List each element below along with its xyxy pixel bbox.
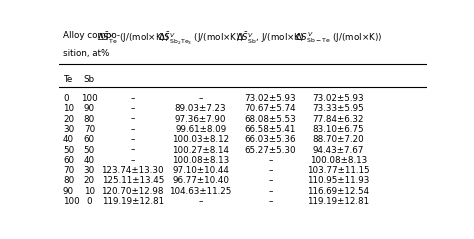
Text: 125.11±13.45: 125.11±13.45 [101,176,164,185]
Text: 100: 100 [81,94,98,103]
Text: –: – [268,166,273,175]
Text: 90: 90 [84,104,95,113]
Text: 104.63±11.25: 104.63±11.25 [170,187,232,196]
Text: –: – [130,125,135,134]
Text: –: – [268,176,273,185]
Text: $\Delta\bar{S}^{V}_{\mathrm{Te}}$ (J/(mol$\times$K)): $\Delta\bar{S}^{V}_{\mathrm{Te}}$ (J/(mo… [97,31,169,46]
Text: 123.74±13.30: 123.74±13.30 [101,166,164,175]
Text: 119.19±12.81: 119.19±12.81 [307,197,370,206]
Text: 60: 60 [63,156,74,165]
Text: 89.03±7.23: 89.03±7.23 [175,104,227,113]
Text: 30: 30 [63,125,74,134]
Text: 119.19±12.81: 119.19±12.81 [101,197,164,206]
Text: 73.02±5.93: 73.02±5.93 [245,94,296,103]
Text: 50: 50 [84,146,95,155]
Text: 100.27±8.14: 100.27±8.14 [172,146,229,155]
Text: –: – [268,187,273,196]
Text: 99.61±8.09: 99.61±8.09 [175,125,226,134]
Text: 70.67±5.74: 70.67±5.74 [245,104,296,113]
Text: 40: 40 [63,135,74,144]
Text: 100.03±8.12: 100.03±8.12 [172,135,229,144]
Text: Te: Te [63,75,72,84]
Text: 10: 10 [84,187,95,196]
Text: 80: 80 [84,115,95,124]
Text: 94.43±7.67: 94.43±7.67 [313,146,364,155]
Text: 0: 0 [87,197,92,206]
Text: 100.08±8.13: 100.08±8.13 [310,156,367,165]
Text: 120.70±12.98: 120.70±12.98 [101,187,164,196]
Text: 110.95±11.93: 110.95±11.93 [307,176,370,185]
Text: 77.84±6.32: 77.84±6.32 [313,115,364,124]
Text: 90: 90 [63,187,74,196]
Text: 100.08±8.13: 100.08±8.13 [172,156,229,165]
Text: 20: 20 [84,176,95,185]
Text: 83.10±6.75: 83.10±6.75 [313,125,364,134]
Text: –: – [130,156,135,165]
Text: 65.27±5.30: 65.27±5.30 [245,146,296,155]
Text: –: – [130,135,135,144]
Text: 0: 0 [63,94,69,103]
Text: $\Delta S^{V}_{\mathrm{Sb-Te}}$ (J/(mol$\times$K)): $\Delta S^{V}_{\mathrm{Sb-Te}}$ (J/(mol$… [295,31,382,45]
Text: 80: 80 [63,176,74,185]
Text: 96.77±10.40: 96.77±10.40 [172,176,229,185]
Text: 100: 100 [63,197,80,206]
Text: 103.77±11.15: 103.77±11.15 [307,166,370,175]
Text: Sb: Sb [84,75,95,84]
Text: 30: 30 [84,166,95,175]
Text: 97.10±10.44: 97.10±10.44 [172,166,229,175]
Text: 68.08±5.53: 68.08±5.53 [245,115,296,124]
Text: –: – [199,197,203,206]
Text: 116.69±12.54: 116.69±12.54 [307,187,370,196]
Text: –: – [130,115,135,124]
Text: 73.33±5.95: 73.33±5.95 [312,104,365,113]
Text: 20: 20 [63,115,74,124]
Text: –: – [199,94,203,103]
Text: $\Delta\bar{S}^{V}_{\mathrm{Sb_2Te_3}}$ (J/(mol$\times$K)): $\Delta\bar{S}^{V}_{\mathrm{Sb_2Te_3}}$ … [158,31,244,47]
Text: Alloy compo-: Alloy compo- [63,31,120,39]
Text: –: – [268,197,273,206]
Text: 60: 60 [84,135,95,144]
Text: –: – [130,146,135,155]
Text: 88.70±7.20: 88.70±7.20 [312,135,365,144]
Text: –: – [130,94,135,103]
Text: –: – [130,104,135,113]
Text: 97.36±7.90: 97.36±7.90 [175,115,227,124]
Text: 70: 70 [84,125,95,134]
Text: 50: 50 [63,146,74,155]
Text: $\Delta\bar{S}^{V}_{\mathrm{Sb}}$, J/(mol$\times$K): $\Delta\bar{S}^{V}_{\mathrm{Sb}}$, J/(mo… [237,31,305,46]
Text: 66.03±5.36: 66.03±5.36 [245,135,296,144]
Text: 66.58±5.41: 66.58±5.41 [245,125,296,134]
Text: 40: 40 [84,156,95,165]
Text: 70: 70 [63,166,74,175]
Text: 73.02±5.93: 73.02±5.93 [313,94,364,103]
Text: 10: 10 [63,104,74,113]
Text: sition, at%: sition, at% [63,49,109,58]
Text: –: – [268,156,273,165]
